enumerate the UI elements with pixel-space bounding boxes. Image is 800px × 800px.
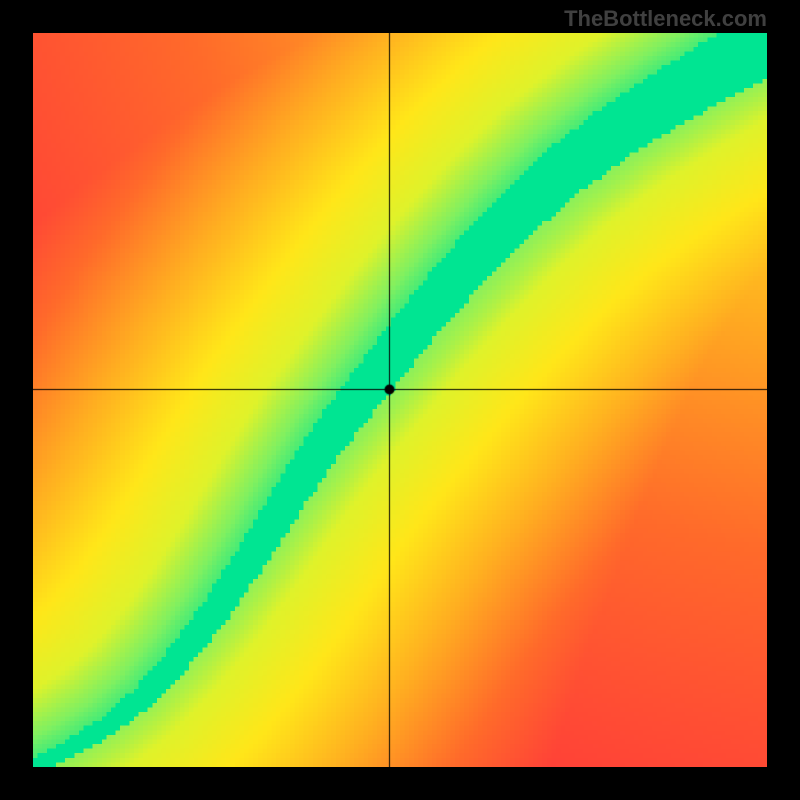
chart-container: { "source_label": { "text": "TheBottlene… [0,0,800,800]
source-attribution: TheBottleneck.com [564,6,767,32]
crosshair-overlay [33,33,767,767]
